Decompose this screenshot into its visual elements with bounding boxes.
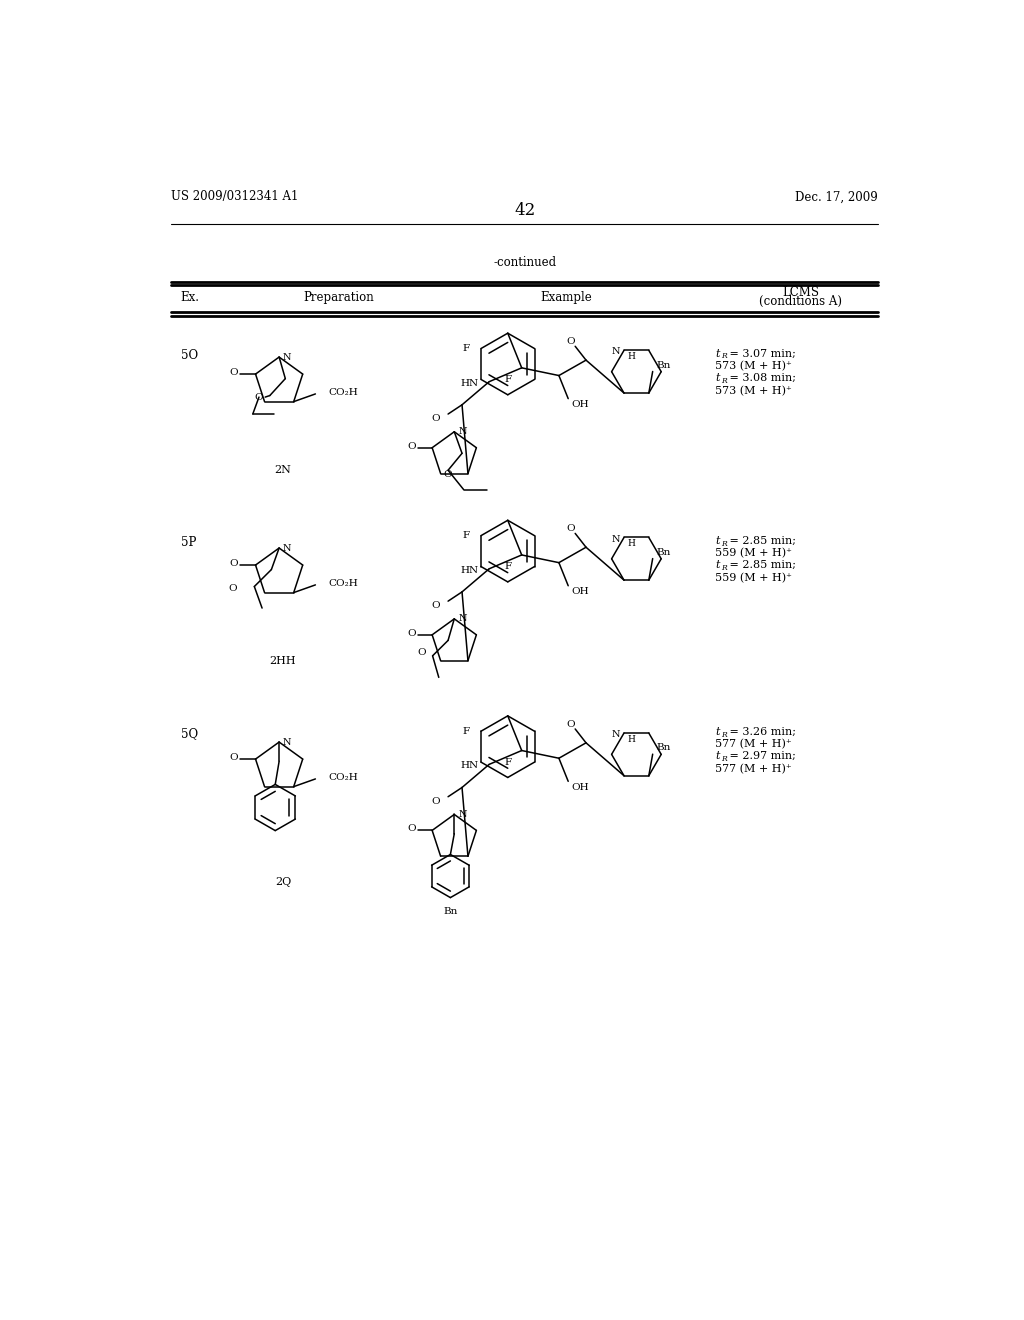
Text: F: F: [504, 562, 511, 572]
Text: t: t: [716, 374, 720, 383]
Text: = 3.07 min;: = 3.07 min;: [726, 348, 796, 359]
Text: O: O: [408, 442, 417, 450]
Text: N: N: [458, 428, 467, 436]
Text: -continued: -continued: [494, 256, 556, 269]
Text: (conditions A): (conditions A): [759, 296, 842, 308]
Text: HN: HN: [460, 762, 478, 771]
Text: N: N: [611, 347, 621, 356]
Text: O: O: [229, 558, 239, 568]
Text: 5Q: 5Q: [180, 726, 198, 739]
Text: F: F: [463, 345, 470, 352]
Text: N: N: [283, 544, 291, 553]
Text: CO₂H: CO₂H: [329, 774, 358, 781]
Text: O: O: [443, 470, 453, 479]
Text: HN: HN: [460, 379, 478, 388]
Text: O: O: [566, 337, 574, 346]
Text: F: F: [504, 758, 511, 767]
Text: = 2.85 min;: = 2.85 min;: [726, 561, 796, 570]
Text: O: O: [255, 392, 263, 401]
Text: R: R: [721, 755, 727, 763]
Text: R: R: [721, 352, 727, 360]
Text: US 2009/0312341 A1: US 2009/0312341 A1: [171, 190, 299, 203]
Text: 577 (M + H)⁺: 577 (M + H)⁺: [716, 739, 793, 750]
Text: Dec. 17, 2009: Dec. 17, 2009: [796, 190, 879, 203]
Text: 573 (M + H)⁺: 573 (M + H)⁺: [716, 360, 793, 371]
Text: t: t: [716, 751, 720, 762]
Text: Bn: Bn: [656, 548, 671, 557]
Text: 577 (M + H)⁺: 577 (M + H)⁺: [716, 763, 793, 774]
Text: O: O: [228, 583, 237, 593]
Text: N: N: [458, 614, 467, 623]
Text: N: N: [611, 730, 621, 739]
Text: O: O: [229, 752, 239, 762]
Text: Bn: Bn: [656, 360, 671, 370]
Text: F: F: [463, 727, 470, 735]
Text: N: N: [283, 738, 291, 747]
Text: 559 (M + H)⁺: 559 (M + H)⁺: [716, 548, 793, 558]
Text: 5O: 5O: [180, 348, 198, 362]
Text: O: O: [432, 414, 440, 424]
Text: t: t: [716, 726, 720, 737]
Text: 5P: 5P: [180, 536, 196, 549]
Text: CO₂H: CO₂H: [329, 579, 358, 587]
Text: N: N: [283, 352, 291, 362]
Text: HN: HN: [460, 566, 478, 574]
Text: 2HH: 2HH: [269, 656, 296, 667]
Text: O: O: [432, 602, 440, 610]
Text: Bn: Bn: [443, 907, 458, 916]
Text: = 3.26 min;: = 3.26 min;: [726, 726, 796, 737]
Text: OH: OH: [571, 587, 589, 597]
Text: F: F: [504, 375, 511, 384]
Text: LCMS: LCMS: [782, 286, 819, 298]
Text: 573 (M + H)⁺: 573 (M + H)⁺: [716, 385, 793, 396]
Text: O: O: [566, 719, 574, 729]
Text: Example: Example: [540, 290, 592, 304]
Text: H: H: [628, 352, 636, 360]
Text: H: H: [628, 735, 636, 743]
Text: Ex.: Ex.: [180, 290, 200, 304]
Text: OH: OH: [571, 400, 589, 409]
Text: t: t: [716, 536, 720, 545]
Text: OH: OH: [571, 783, 589, 792]
Text: O: O: [408, 825, 417, 833]
Text: O: O: [229, 368, 239, 378]
Text: 2Q: 2Q: [274, 878, 291, 887]
Text: R: R: [721, 540, 727, 548]
Text: = 2.97 min;: = 2.97 min;: [726, 751, 796, 762]
Text: 2N: 2N: [274, 465, 292, 475]
Text: N: N: [458, 810, 467, 818]
Text: R: R: [721, 378, 727, 385]
Text: t: t: [716, 561, 720, 570]
Text: 559 (M + H)⁺: 559 (M + H)⁺: [716, 573, 793, 583]
Text: O: O: [418, 648, 426, 657]
Text: t: t: [716, 348, 720, 359]
Text: = 2.85 min;: = 2.85 min;: [726, 536, 796, 545]
Text: O: O: [432, 797, 440, 805]
Text: Bn: Bn: [656, 743, 671, 752]
Text: H: H: [628, 539, 636, 548]
Text: 42: 42: [514, 202, 536, 219]
Text: Preparation: Preparation: [303, 290, 374, 304]
Text: F: F: [463, 531, 470, 540]
Text: R: R: [721, 564, 727, 572]
Text: R: R: [721, 730, 727, 738]
Text: N: N: [611, 535, 621, 544]
Text: CO₂H: CO₂H: [329, 388, 358, 397]
Text: O: O: [566, 524, 574, 533]
Text: = 3.08 min;: = 3.08 min;: [726, 374, 796, 383]
Text: O: O: [408, 628, 417, 638]
